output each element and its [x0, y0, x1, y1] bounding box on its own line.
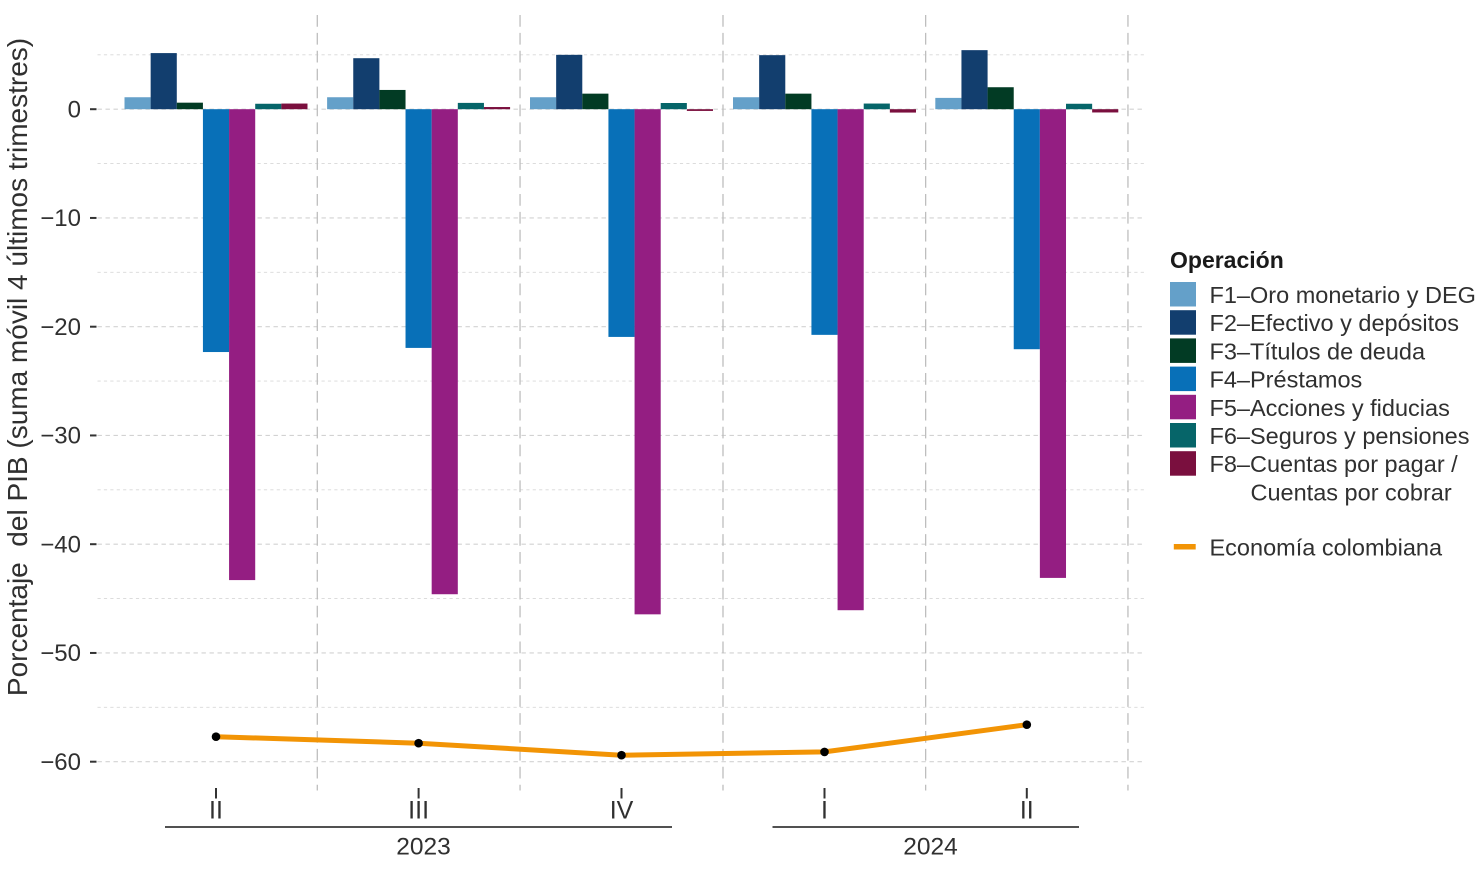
svg-text:Porcentaje del PIB (suma móvi: Porcentaje del PIB (suma móvil 4 últimos…: [2, 38, 33, 696]
svg-text:F6–Seguros y pensiones: F6–Seguros y pensiones: [1210, 423, 1470, 449]
svg-text:F2–Efectivo y depósitos: F2–Efectivo y depósitos: [1210, 310, 1460, 336]
svg-text:F3–Títulos de deuda: F3–Títulos de deuda: [1210, 338, 1426, 364]
svg-text:−10: −10: [40, 205, 81, 232]
svg-text:−60: −60: [40, 749, 81, 776]
svg-text:Economía colombiana: Economía colombiana: [1210, 534, 1443, 560]
svg-text:III: III: [408, 797, 429, 825]
svg-text:−30: −30: [40, 423, 81, 450]
svg-text:F1–Oro monetario y DEG: F1–Oro monetario y DEG: [1210, 282, 1476, 308]
svg-text:−50: −50: [40, 640, 81, 667]
svg-text:2023: 2023: [396, 834, 451, 861]
svg-text:F5–Acciones y fiducias: F5–Acciones y fiducias: [1210, 395, 1450, 421]
svg-text:Operación: Operación: [1170, 247, 1284, 273]
svg-text:0: 0: [68, 96, 81, 123]
svg-text:II: II: [209, 797, 223, 825]
svg-text:IV: IV: [610, 797, 634, 825]
svg-text:2024: 2024: [903, 834, 958, 861]
svg-text:−40: −40: [40, 531, 81, 558]
svg-text:I: I: [821, 797, 828, 825]
svg-text:F4–Préstamos: F4–Préstamos: [1210, 367, 1363, 393]
svg-text:F8–Cuentas por pagar /: F8–Cuentas por pagar /: [1210, 451, 1459, 477]
svg-text:II: II: [1020, 797, 1034, 825]
svg-text:Cuentas por cobrar: Cuentas por cobrar: [1251, 479, 1452, 505]
svg-text:−20: −20: [40, 314, 81, 341]
